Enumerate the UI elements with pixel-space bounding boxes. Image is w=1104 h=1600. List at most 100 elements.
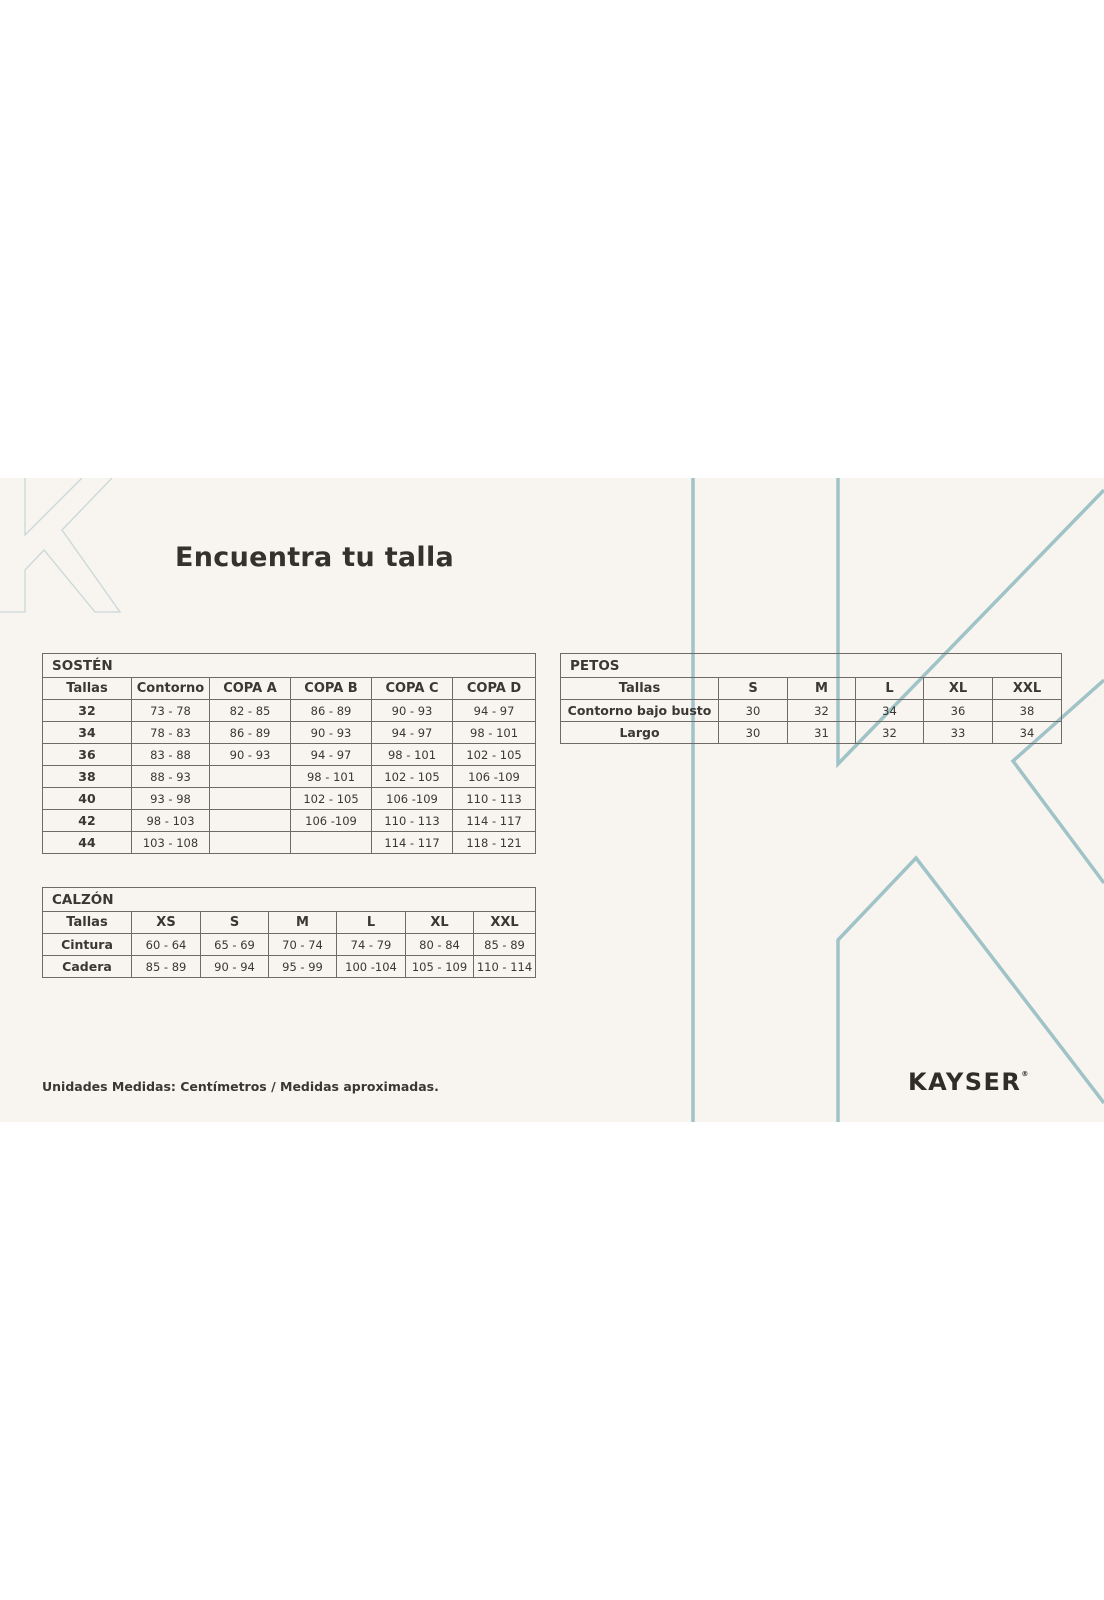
table-cell: 102 - 105 [451, 743, 537, 766]
kayser-logo: KAYSER® [908, 1068, 1028, 1096]
table-cell [209, 831, 291, 854]
table-cell: 73 - 78 [131, 699, 210, 722]
table-cell: 78 - 83 [131, 721, 210, 744]
calzon-caption-row: CALZÓN [42, 887, 536, 912]
column-header: XXL [992, 677, 1062, 700]
table-cell: 114 - 117 [371, 831, 453, 854]
table-cell: 106 -109 [451, 765, 537, 788]
calzon-table: CALZÓN Tallas XS S M L XL XXL Cintura 60 - 64 65 -… [42, 887, 536, 978]
column-header: XL [923, 677, 993, 700]
calzon-caption: CALZÓN [42, 887, 536, 912]
table-cell: 90 - 93 [209, 743, 291, 766]
table-cell: 85 - 89 [473, 933, 536, 956]
table-cell: 100 -104 [336, 955, 406, 978]
table-cell: 94 - 97 [371, 721, 453, 744]
column-header: XL [405, 911, 474, 934]
row-header: 40 [42, 787, 132, 810]
table-cell: 110 - 113 [371, 809, 453, 832]
calzon-header-row: Tallas XS S M L XL XXL [42, 911, 536, 934]
row-header: Largo [560, 721, 719, 744]
registered-mark: ® [1021, 1070, 1029, 1078]
column-header: Contorno [131, 677, 210, 700]
table-cell: 90 - 93 [371, 699, 453, 722]
table-row: Largo 30 31 32 33 34 [560, 721, 1062, 744]
petos-header-row: Tallas S M L XL XXL [560, 677, 1062, 700]
table-cell: 65 - 69 [200, 933, 269, 956]
table-cell: 38 [992, 699, 1062, 722]
table-row: Contorno bajo busto 30 32 34 36 38 [560, 699, 1062, 722]
table-cell: 105 - 109 [405, 955, 474, 978]
table-cell: 34 [855, 699, 924, 722]
petos-table: PETOS Tallas S M L XL XXL Contorno bajo busto 30… [560, 653, 1062, 744]
table-cell: 30 [718, 699, 788, 722]
table-cell: 90 - 94 [200, 955, 269, 978]
table-cell [209, 787, 291, 810]
k-letter-decoration [0, 478, 1104, 1122]
column-header: COPA D [451, 677, 537, 700]
column-header: COPA B [290, 677, 372, 700]
table-cell: 80 - 84 [405, 933, 474, 956]
column-header: M [268, 911, 337, 934]
table-cell: 102 - 105 [290, 787, 372, 810]
table-cell: 98 - 101 [371, 743, 453, 766]
table-cell: 70 - 74 [268, 933, 337, 956]
table-cell [209, 809, 291, 832]
table-row: 38 88 - 93 98 - 101 102 - 105 106 -109 [42, 765, 537, 788]
small-k-outline [0, 478, 122, 613]
table-cell: 33 [923, 721, 993, 744]
units-note: Unidades Medidas: Centímetros / Medidas … [42, 1079, 439, 1094]
table-cell: 32 [787, 699, 856, 722]
table-cell: 103 - 108 [131, 831, 210, 854]
sosten-header-row: Tallas Contorno COPA A COPA B COPA C COPA D [42, 677, 537, 700]
table-cell: 83 - 88 [131, 743, 210, 766]
table-cell: 106 -109 [290, 809, 372, 832]
table-cell: 86 - 89 [290, 699, 372, 722]
table-row: 42 98 - 103 106 -109 110 - 113 114 - 117 [42, 809, 537, 832]
column-header: S [718, 677, 788, 700]
table-cell: 98 - 103 [131, 809, 210, 832]
column-header: L [336, 911, 406, 934]
table-cell: 110 - 114 [473, 955, 536, 978]
table-cell: 86 - 89 [209, 721, 291, 744]
table-cell: 114 - 117 [451, 809, 537, 832]
table-cell: 93 - 98 [131, 787, 210, 810]
table-cell: 34 [992, 721, 1062, 744]
table-cell: 90 - 93 [290, 721, 372, 744]
table-cell [290, 831, 372, 854]
column-header: XXL [473, 911, 536, 934]
sosten-caption-row: SOSTÉN [41, 653, 537, 678]
column-header: Tallas [560, 677, 719, 700]
table-cell: 102 - 105 [371, 765, 453, 788]
petos-caption-row: PETOS [560, 653, 1062, 678]
column-header: L [855, 677, 924, 700]
row-header: Cintura [42, 933, 132, 956]
table-cell: 106 -109 [371, 787, 453, 810]
column-header: S [200, 911, 269, 934]
column-header: Tallas [42, 911, 132, 934]
table-cell: 82 - 85 [209, 699, 291, 722]
size-guide-banner: Encuentra tu talla SOSTÉN Tallas Contorno C… [0, 478, 1104, 1122]
row-header: 34 [42, 721, 132, 744]
table-cell: 88 - 93 [131, 765, 210, 788]
row-header: Contorno bajo busto [560, 699, 719, 722]
column-header: M [787, 677, 856, 700]
table-cell: 98 - 101 [451, 721, 537, 744]
table-cell: 85 - 89 [131, 955, 201, 978]
column-header: Tallas [42, 677, 132, 700]
column-header: COPA C [371, 677, 453, 700]
table-cell: 60 - 64 [131, 933, 201, 956]
page-title: Encuentra tu talla [175, 542, 455, 573]
column-header: XS [131, 911, 201, 934]
row-header: 42 [42, 809, 132, 832]
table-cell [209, 765, 291, 788]
petos-caption: PETOS [560, 653, 1062, 678]
table-row: 32 73 - 78 82 - 85 86 - 89 90 - 93 94 - 97 [42, 699, 537, 722]
table-row: 40 93 - 98 102 - 105 106 -109 110 - 113 [42, 787, 537, 810]
table-cell: 95 - 99 [268, 955, 337, 978]
table-cell: 98 - 101 [290, 765, 372, 788]
large-k-outline [691, 478, 1104, 1122]
sosten-caption: SOSTÉN [41, 653, 537, 678]
row-header: 32 [42, 699, 132, 722]
brand-name: KAYSER [908, 1068, 1022, 1096]
table-cell: 118 - 121 [451, 831, 537, 854]
